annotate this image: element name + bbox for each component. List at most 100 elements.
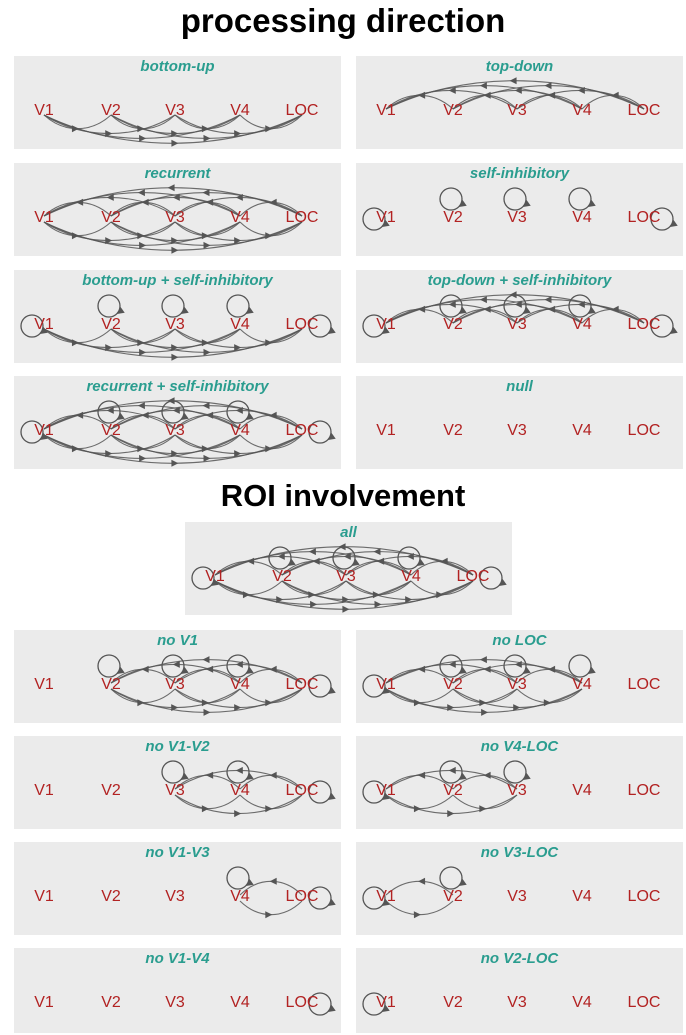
arrowhead — [246, 413, 254, 420]
node-label-loc: LOC — [627, 676, 661, 693]
arrowhead — [181, 667, 189, 674]
self-connection-loop — [439, 187, 463, 211]
node-label-v3: V3 — [165, 782, 185, 799]
arrowhead — [181, 773, 189, 780]
self-connection-loop — [226, 400, 250, 424]
arrowhead — [479, 656, 487, 664]
node-label-v1: V1 — [34, 316, 54, 333]
node-label-v2: V2 — [443, 888, 463, 905]
arrowhead — [382, 1005, 390, 1012]
arrowhead — [342, 605, 350, 613]
panel-title: no V1-V4 — [145, 950, 210, 967]
self-connection-loop — [268, 546, 292, 570]
model-panel: no V2-LOC V1 V2 V3 V4 LOC — [356, 948, 683, 1033]
self-connection-loop — [97, 294, 121, 318]
section-title-roi-involvement: ROI involvement — [220, 478, 466, 513]
self-connection-loop — [439, 294, 463, 318]
arrowhead — [448, 300, 456, 308]
node-label-v3: V3 — [507, 102, 527, 119]
arrowhead — [265, 805, 273, 813]
connection-graph — [226, 866, 336, 919]
node-label-v3: V3 — [507, 782, 527, 799]
self-connection-loop — [308, 420, 332, 444]
arrowhead — [436, 591, 444, 599]
self-connection-loop — [226, 866, 250, 890]
node-label-v4: V4 — [572, 422, 592, 439]
node-label-v3: V3 — [507, 676, 527, 693]
arrowhead — [459, 773, 467, 780]
arrowhead — [234, 344, 242, 352]
model-panel: bottom-up + self-inhibitory V1 V2 V3 V4 LOC — [14, 270, 341, 363]
arrowhead — [514, 660, 522, 668]
arrowhead — [577, 300, 585, 308]
node-label-v1: V1 — [376, 676, 396, 693]
node-label-v1: V1 — [34, 209, 54, 226]
connection-graph — [161, 760, 336, 818]
self-connection-loop — [226, 760, 250, 784]
arrowhead — [117, 667, 125, 674]
self-connection-loop — [20, 420, 44, 444]
node-label-v1: V1 — [34, 102, 54, 119]
arrowhead — [405, 596, 413, 604]
node-label-v2: V2 — [101, 209, 121, 226]
arrowhead — [308, 548, 316, 556]
arrowhead — [269, 411, 277, 419]
arrowhead — [203, 708, 211, 716]
panel-title: no V3-LOC — [480, 844, 559, 861]
self-connection-loop — [308, 780, 332, 804]
node-label-v3: V3 — [165, 209, 185, 226]
self-connection-loop — [362, 992, 386, 1016]
node-label-v3: V3 — [165, 422, 185, 439]
arrowhead — [265, 445, 273, 453]
self-connection-loop — [650, 314, 674, 338]
arrowhead — [203, 454, 211, 462]
node-label-v4: V4 — [230, 102, 250, 119]
node-label-v3: V3 — [507, 316, 527, 333]
arrowhead — [139, 454, 147, 462]
panel-title: top-down + self-inhibitory — [427, 272, 612, 289]
arrowhead — [265, 232, 273, 240]
arrowhead — [117, 413, 125, 420]
arrowhead — [548, 665, 556, 673]
node-label-v3: V3 — [165, 888, 185, 905]
node-label-v4: V4 — [572, 676, 592, 693]
model-panel: no V4-LOC V1 V2 V3 V4 LOC — [356, 736, 683, 829]
arrowhead — [577, 86, 585, 94]
node-label-v4: V4 — [572, 782, 592, 799]
self-connection-loop — [568, 294, 592, 318]
connection-graph — [20, 294, 336, 361]
arrowhead — [234, 237, 242, 245]
node-label-v2: V2 — [443, 102, 463, 119]
arrowhead — [246, 773, 254, 780]
node-label-v2: V2 — [101, 676, 121, 693]
connection-edge — [110, 659, 303, 684]
node-label-v1: V1 — [376, 888, 396, 905]
node-label-loc: LOC — [285, 676, 319, 693]
node-label-v4: V4 — [572, 888, 592, 905]
self-connection-loop — [568, 187, 592, 211]
node-label-v1: V1 — [376, 316, 396, 333]
model-panel: no V1-V3 V1 V2 V3 V4 LOC — [14, 842, 341, 935]
model-panel: no V1-V4 V1 V2 V3 V4 LOC — [14, 948, 341, 1033]
arrowhead — [459, 200, 467, 207]
model-panel: no LOC V1 V2 V3 V4 LOC — [356, 630, 683, 723]
node-label-v1: V1 — [34, 782, 54, 799]
connection-graph — [97, 654, 336, 716]
arrowhead — [137, 189, 145, 197]
node-label-v1: V1 — [376, 209, 396, 226]
arrowhead — [235, 193, 243, 201]
arrowhead — [483, 771, 491, 779]
panel-title: self-inhibitory — [469, 165, 570, 182]
node-label-v3: V3 — [336, 568, 356, 585]
connection-graph — [362, 654, 596, 716]
section-title-processing-direction: processing direction — [180, 2, 506, 39]
connection-graph — [43, 114, 303, 147]
node-label-loc: LOC — [285, 102, 319, 119]
arrowhead — [413, 911, 421, 919]
arrowhead — [382, 220, 390, 227]
arrowhead — [611, 91, 619, 99]
arrowhead — [167, 184, 175, 192]
connection-graph — [362, 760, 531, 818]
node-label-v1: V1 — [376, 422, 396, 439]
arrowhead — [40, 327, 48, 334]
